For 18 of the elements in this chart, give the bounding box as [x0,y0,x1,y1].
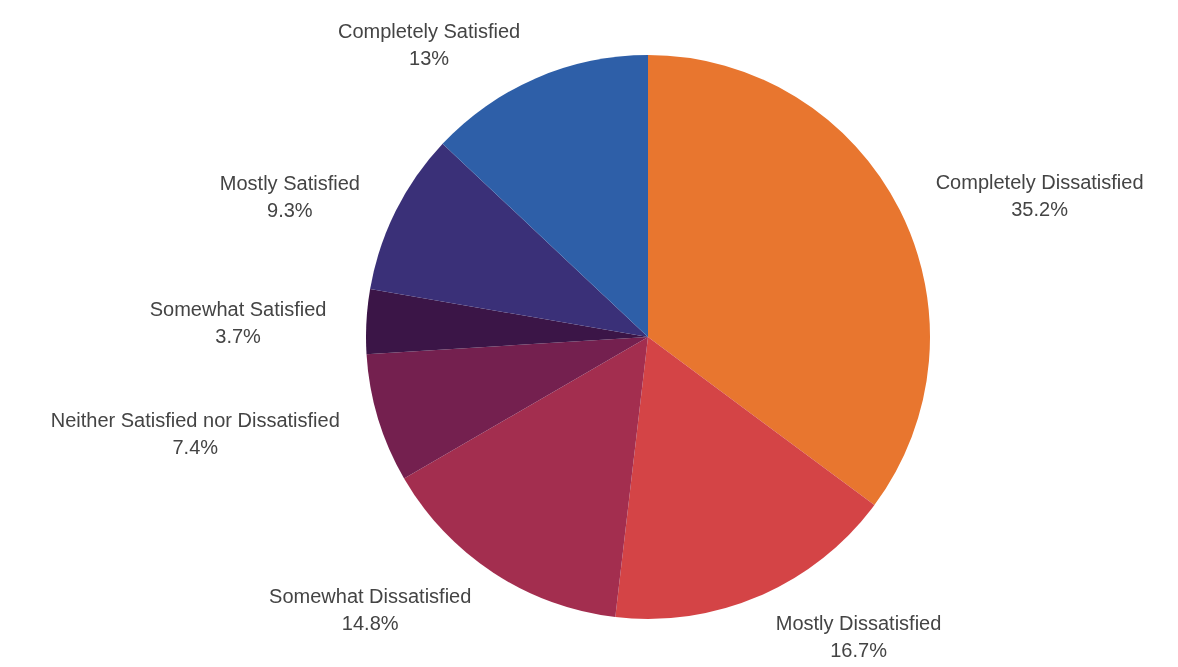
data-label: 14.8% [341,612,399,635]
slice-label: Somewhat Satisfied [149,298,327,321]
pie-slice [370,143,648,337]
pie-slice [366,337,648,479]
data-label: 3.7% [215,325,262,348]
slice-label: Neither Satisfied nor Dissatisfied [50,409,340,432]
data-label: 7.4% [172,436,219,459]
pie-slice [648,55,930,506]
pie-slice [366,289,648,355]
slice-label: Completely Satisfied [337,20,521,43]
data-label: 9.3% [267,199,313,222]
slice-label: Somewhat Dissatisfied [269,585,472,608]
slice-label: Mostly Dissatisfied [775,611,942,634]
data-label: 13% [409,47,450,70]
data-label: 16.7% [830,638,888,661]
slice-label: Completely Dissatisfied [935,171,1144,194]
slice-label: Mostly Satisfied [219,172,360,195]
data-label: 35.2% [1011,198,1069,221]
